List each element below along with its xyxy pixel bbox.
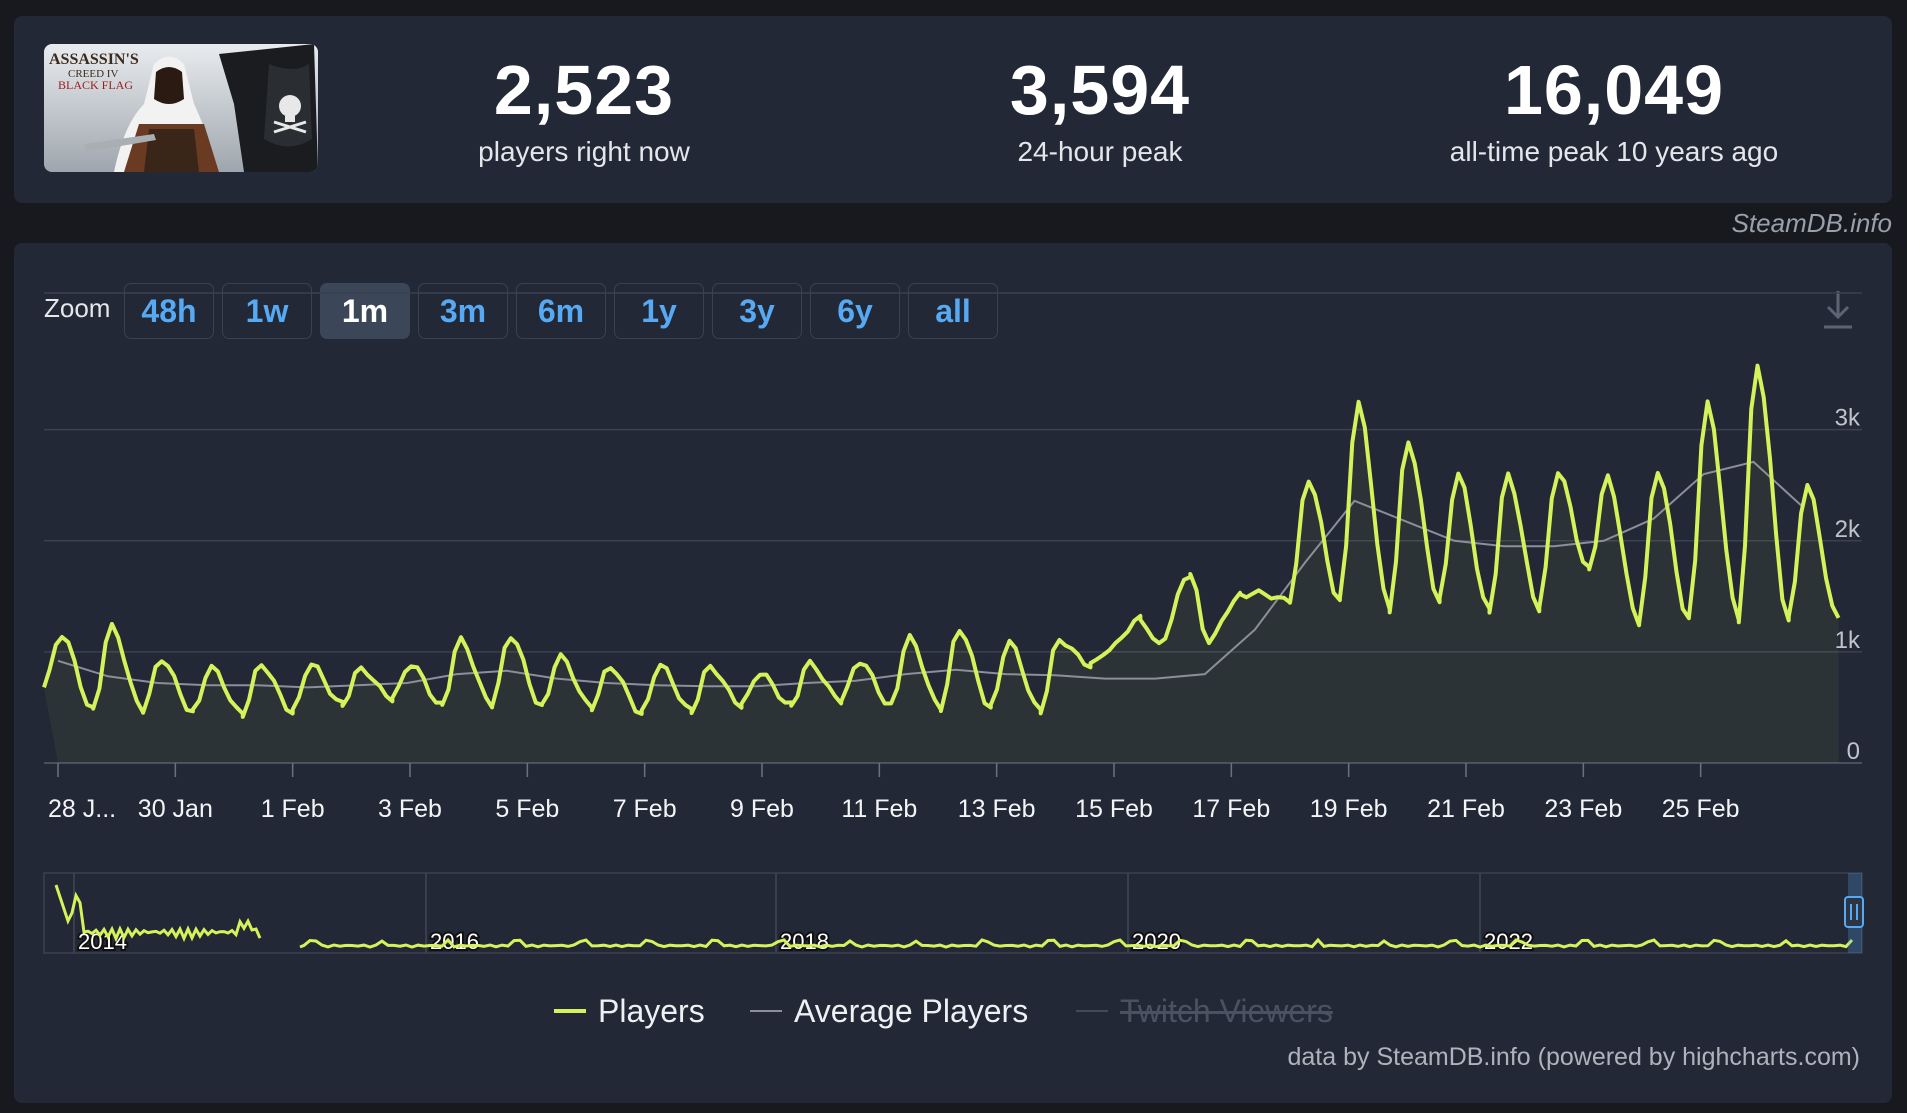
x-tick-label: 23 Feb xyxy=(1544,795,1622,823)
x-tick-label: 1 Feb xyxy=(261,795,325,823)
y-tick-label: 0 xyxy=(1847,738,1860,765)
navigator-year-label: 2022 xyxy=(1484,929,1533,954)
all-time-peak-value: 16,049 xyxy=(1503,51,1725,129)
x-tick-label: 25 Feb xyxy=(1662,795,1740,823)
steamdb-credit[interactable]: SteamDB.info xyxy=(1731,208,1892,238)
x-tick-label: 28 J... xyxy=(48,795,116,823)
x-tick-label: 5 Feb xyxy=(495,795,559,823)
daily-peak-stat: 3,594 24-hour peak xyxy=(890,50,1310,168)
zoom-label: Zoom xyxy=(44,293,111,323)
daily-peak-value: 3,594 xyxy=(1009,51,1191,129)
download-icon[interactable] xyxy=(1820,287,1856,331)
game-logo[interactable]: ASSASSIN'S CREED IV BLACK FLAG xyxy=(44,44,318,172)
x-tick-label: 3 Feb xyxy=(378,795,442,823)
x-tick-label: 21 Feb xyxy=(1427,795,1505,823)
y-tick-label: 1k xyxy=(1835,627,1861,654)
chart-panel: Zoom 48h 1w 1m 3m 6m 1y 3y 6y all 28 J..… xyxy=(14,243,1892,1103)
legend-twitch-label: Twitch Viewers xyxy=(1120,992,1333,1029)
navigator-year-label: 2020 xyxy=(1132,929,1181,954)
players-line[interactable] xyxy=(42,363,1841,719)
navigator-handle-icon[interactable] xyxy=(1844,896,1864,928)
legend-players[interactable]: Players xyxy=(554,991,705,1031)
x-tick-label: 11 Feb xyxy=(841,795,917,823)
current-players-label: players right now xyxy=(478,136,690,167)
y-tick-label: 2k xyxy=(1835,516,1861,543)
x-tick-label: 9 Feb xyxy=(730,795,794,823)
all-time-peak-label: all-time peak 10 years ago xyxy=(1449,136,1779,167)
x-tick-label: 15 Feb xyxy=(1075,795,1153,823)
navigator-handle-grip xyxy=(1850,904,1858,920)
logo-title-line3: BLACK FLAG xyxy=(58,78,133,92)
current-players-value: 2,523 xyxy=(493,51,675,129)
y-tick-label: 3k xyxy=(1835,405,1861,432)
skull-icon xyxy=(279,95,301,117)
legend-twitch-swatch xyxy=(1076,1010,1108,1012)
daily-peak-label: 24-hour peak xyxy=(1017,136,1183,167)
stats-panel: ASSASSIN'S CREED IV BLACK FLAG 2,523 pla… xyxy=(14,16,1892,203)
logo-title-line1: ASSASSIN'S xyxy=(49,51,139,68)
legend-average-swatch xyxy=(750,1010,782,1012)
legend-average-label: Average Players xyxy=(794,992,1029,1029)
x-tick-label: 17 Feb xyxy=(1192,795,1270,823)
game-logo-art: ASSASSIN'S CREED IV BLACK FLAG xyxy=(44,44,318,172)
navigator-series-early xyxy=(54,884,262,943)
average-players-line[interactable] xyxy=(57,460,1804,689)
players-area xyxy=(44,365,1839,763)
navigator-frame[interactable] xyxy=(43,872,1863,954)
x-tick-label: 7 Feb xyxy=(613,795,677,823)
current-players-stat: 2,523 players right now xyxy=(374,50,794,168)
chart-svg: 28 J... 30 Jan 1 Feb 3 Feb 5 Feb 7 Feb 9 Feb 11… xyxy=(42,292,1864,956)
logo-title-line2: CREED IV xyxy=(68,68,118,80)
x-tick-label: 19 Feb xyxy=(1310,795,1388,823)
chart-credit[interactable]: data by SteamDB.info (powered by highcha… xyxy=(1287,1043,1861,1071)
legend-average[interactable]: Average Players xyxy=(750,991,1028,1031)
x-tick-label: 13 Feb xyxy=(958,795,1036,823)
all-time-peak-stat: 16,049 all-time peak 10 years ago xyxy=(1404,50,1824,168)
navigator-year-label: 2016 xyxy=(430,929,479,954)
legend-twitch[interactable]: Twitch Viewers xyxy=(1076,991,1333,1031)
legend-players-label: Players xyxy=(598,992,705,1029)
navigator-series-late xyxy=(299,937,1854,949)
legend-players-swatch xyxy=(554,1009,586,1013)
x-tick-label: 30 Jan xyxy=(138,795,213,823)
